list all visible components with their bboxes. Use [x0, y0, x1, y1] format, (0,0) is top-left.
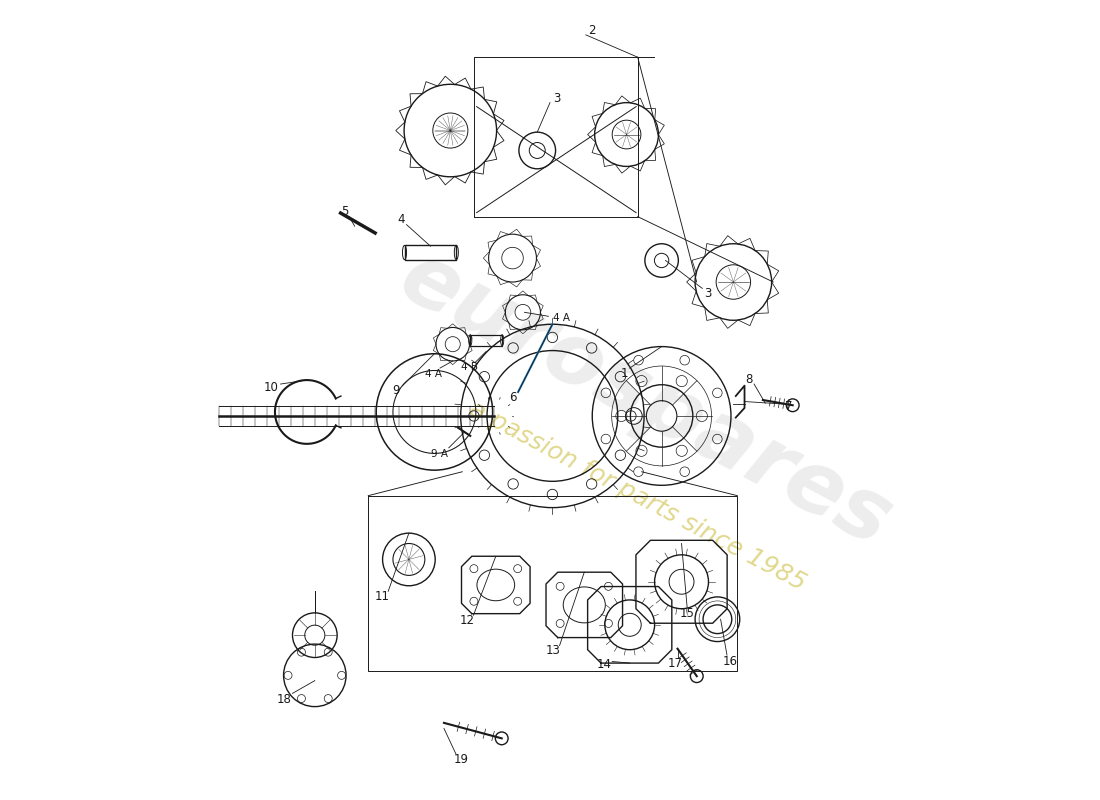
Text: 18: 18 [277, 694, 292, 706]
Text: 9 A: 9 A [431, 450, 449, 459]
Text: 19: 19 [453, 753, 469, 766]
Text: 1: 1 [620, 367, 628, 380]
Text: 8: 8 [746, 373, 754, 386]
Text: 3: 3 [552, 92, 560, 105]
Text: eurospares: eurospares [386, 235, 905, 565]
Circle shape [786, 399, 799, 412]
Text: 4 A: 4 A [425, 369, 442, 378]
Text: 5: 5 [341, 205, 349, 218]
Text: 11: 11 [374, 590, 389, 603]
Text: 9: 9 [393, 384, 400, 397]
Text: a passion for parts since 1985: a passion for parts since 1985 [465, 396, 810, 595]
Text: 13: 13 [546, 644, 561, 657]
Circle shape [691, 670, 703, 682]
Text: 10: 10 [264, 381, 278, 394]
Text: 7: 7 [785, 400, 793, 413]
Text: 17: 17 [668, 657, 683, 670]
Circle shape [495, 732, 508, 745]
Text: 3: 3 [704, 287, 712, 301]
Bar [405, 246, 456, 260]
Text: 4 B: 4 B [461, 362, 478, 372]
Text: 15: 15 [680, 607, 694, 620]
Text: 16: 16 [723, 655, 738, 668]
Bar [471, 334, 503, 346]
Text: 4: 4 [397, 214, 405, 226]
Text: 12: 12 [460, 614, 474, 626]
Text: 4 A: 4 A [553, 313, 571, 323]
Text: 6: 6 [509, 391, 516, 404]
Text: 14: 14 [596, 658, 612, 671]
Text: 2: 2 [587, 24, 595, 38]
